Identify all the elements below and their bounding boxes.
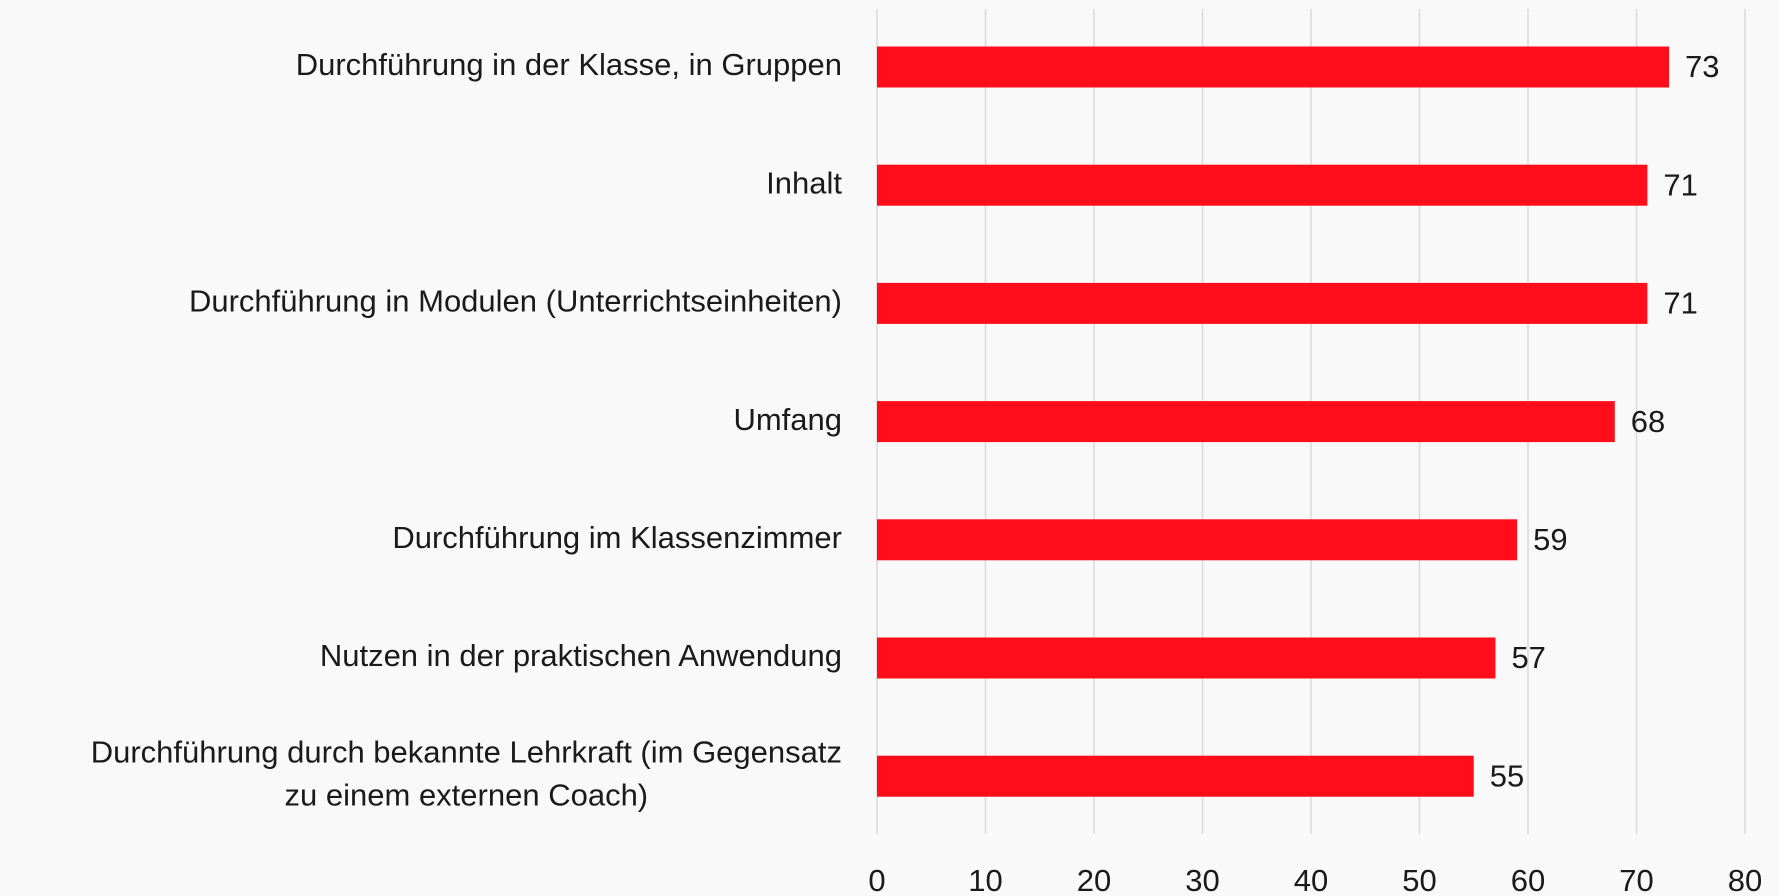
value-label: 57 — [1511, 640, 1545, 675]
category-label: Inhalt — [766, 165, 842, 200]
value-label: 59 — [1533, 522, 1567, 557]
category-label: Umfang — [733, 402, 842, 437]
category-label: Durchführung in Modulen (Unterrichtseinh… — [189, 284, 842, 319]
x-tick-label: 20 — [1077, 863, 1111, 896]
x-tick-label: 0 — [868, 863, 885, 896]
bar — [877, 282, 1648, 324]
category-label: Durchführung im Klassenzimmer — [392, 520, 842, 555]
x-tick-label: 30 — [1185, 863, 1219, 896]
value-label: 71 — [1663, 286, 1697, 321]
bar — [877, 637, 1496, 679]
category-label-line: Durchführung durch bekannte Lehrkraft (i… — [91, 735, 842, 770]
category-label: Durchführung durch bekannte Lehrkraft (i… — [91, 735, 842, 813]
category-label-line: zu einem externen Coach) — [285, 778, 649, 813]
x-tick-label: 50 — [1402, 863, 1436, 896]
x-tick-label: 10 — [968, 863, 1002, 896]
x-tick-label: 70 — [1619, 863, 1653, 896]
value-label: 55 — [1490, 758, 1524, 793]
bar — [877, 519, 1518, 561]
value-label: 71 — [1663, 167, 1697, 202]
category-label: Durchführung in der Klasse, in Gruppen — [296, 47, 842, 82]
bar — [877, 46, 1670, 88]
value-label: 73 — [1685, 49, 1719, 84]
bar — [877, 755, 1474, 797]
x-tick-label: 60 — [1511, 863, 1545, 896]
category-label: Nutzen in der praktischen Anwendung — [320, 638, 842, 673]
bar — [877, 164, 1648, 206]
value-label: 68 — [1631, 404, 1665, 439]
bar — [877, 401, 1615, 443]
x-tick-label: 40 — [1294, 863, 1328, 896]
x-tick-label: 80 — [1728, 863, 1762, 896]
